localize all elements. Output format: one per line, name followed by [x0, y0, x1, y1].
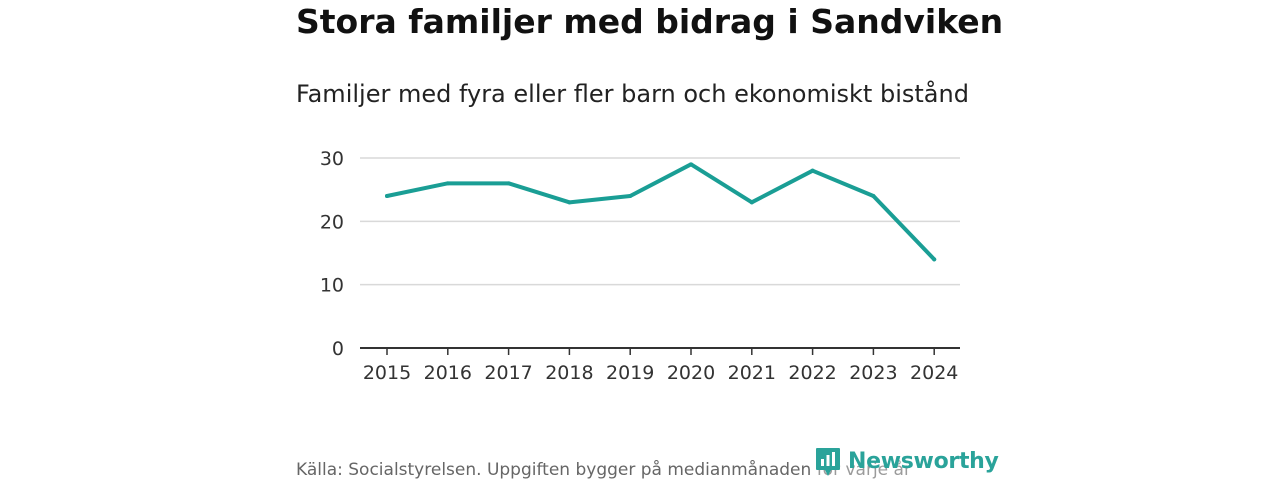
y-tick-label: 10	[320, 275, 344, 297]
data-point	[871, 194, 876, 198]
newsworthy-logo-icon	[816, 448, 840, 476]
data-point	[385, 194, 389, 198]
x-axis-ticks: 2015 2016 2017 2018 2019 2020 2021 2022 2023 2024	[363, 348, 958, 384]
series-line	[385, 162, 937, 262]
data-point	[810, 168, 815, 173]
x-tick-label: 2022	[788, 362, 836, 384]
grid-lines	[360, 157, 960, 286]
data-point	[506, 181, 511, 186]
series-layer	[385, 162, 937, 262]
data-point	[932, 257, 937, 262]
x-tick-label: 2016	[424, 362, 472, 384]
chart-title: Stora familjer med bidrag i Sandviken	[296, 2, 1004, 41]
x-tick-label: 2020	[667, 362, 715, 384]
data-point	[689, 162, 693, 167]
brand-logo: Newsworthy	[815, 445, 999, 479]
x-tick-label: 2021	[728, 362, 776, 384]
chart-subtitle: Familjer med fyra eller fler barn och ek…	[296, 80, 969, 108]
data-point	[628, 194, 633, 198]
y-axis-ticks: 0 10 20 30	[320, 148, 344, 360]
line-chart: 0 10 20 30 2015 2016 2017 2018 2019 2020 2021 2022…	[320, 148, 960, 384]
x-tick-label: 2017	[484, 362, 532, 384]
data-point	[445, 181, 450, 186]
x-tick-label: 2019	[606, 362, 654, 384]
x-tick-label: 2015	[363, 362, 411, 384]
brand-name: Newsworthy	[848, 449, 999, 474]
x-tick-label: 2018	[545, 362, 593, 384]
y-tick-label: 30	[320, 148, 344, 170]
x-tick-label: 2024	[910, 362, 958, 384]
y-tick-label: 20	[320, 211, 344, 233]
data-point	[567, 200, 572, 205]
data-point	[749, 200, 754, 205]
y-tick-label: 0	[332, 338, 344, 360]
source-note: Källa: Socialstyrelsen. Uppgiften bygger…	[296, 460, 911, 480]
x-tick-label: 2023	[849, 362, 897, 384]
chart-container: Stora familjer med bidrag i Sandviken Fa…	[296, 0, 1003, 480]
